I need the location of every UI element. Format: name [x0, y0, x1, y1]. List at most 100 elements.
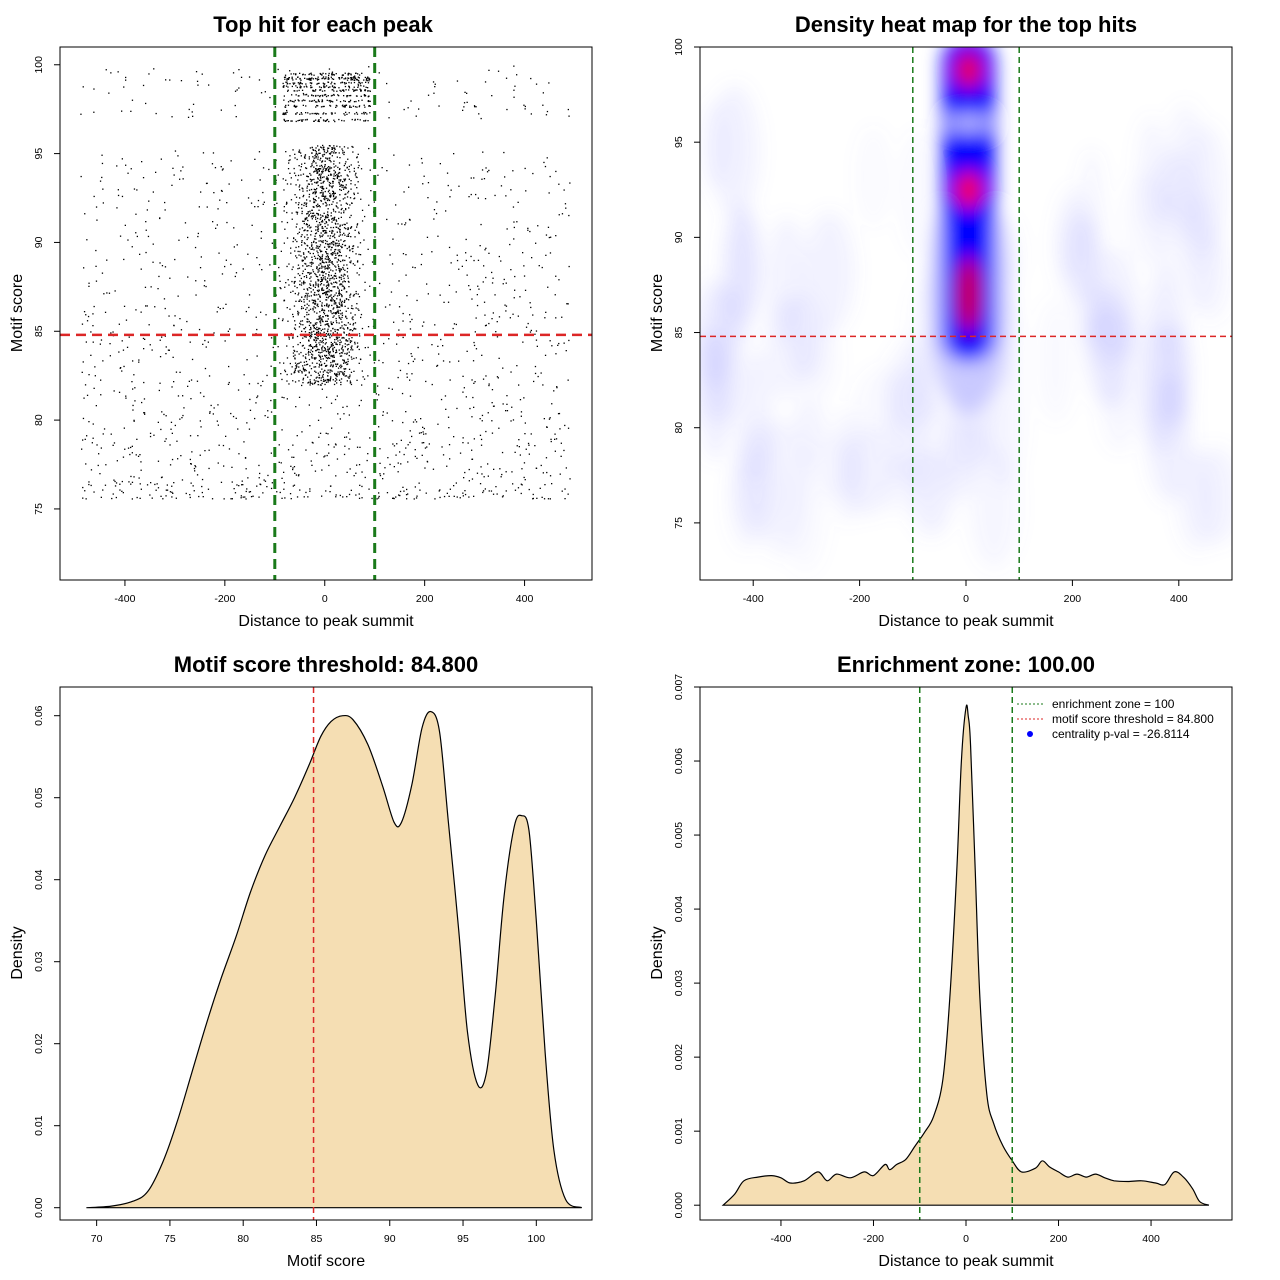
scatter-point [344, 269, 346, 271]
scatter-point [320, 277, 322, 279]
scatter-point [369, 285, 371, 287]
scatter-point [346, 174, 348, 176]
scatter-point [339, 352, 341, 355]
scatter-point [484, 488, 486, 490]
scatter-point [453, 485, 455, 487]
scatter-point [344, 163, 346, 165]
scatter-point [323, 146, 325, 149]
scatter-point [389, 463, 391, 466]
scatter-point [409, 395, 412, 397]
scatter-point [87, 315, 90, 318]
scatter-point [542, 92, 544, 94]
scatter-point [364, 106, 366, 108]
scatter-point [315, 204, 318, 207]
scatter-point [512, 170, 514, 172]
scatter-point [323, 86, 325, 89]
scatter-point [301, 244, 303, 246]
scatter-point [492, 493, 495, 495]
scatter-point [301, 260, 303, 262]
scatter-point [325, 320, 327, 322]
scatter-point [299, 82, 301, 84]
scatter-point [310, 230, 313, 232]
scatter-point [369, 105, 371, 107]
scatter-point [475, 193, 477, 196]
scatter-point [320, 177, 322, 179]
scatter-point [564, 488, 566, 490]
scatter-point [186, 320, 188, 323]
scatter-point [367, 326, 370, 328]
scatter-point [327, 378, 329, 381]
scatter-point [344, 352, 346, 355]
scatter-point [321, 219, 324, 222]
scatter-point [288, 284, 290, 286]
scatter-point [347, 227, 349, 229]
scatter-point [313, 338, 315, 341]
scatter-point [425, 433, 427, 435]
scatter-point [302, 344, 304, 347]
scatter-point [322, 373, 324, 376]
scatter-point [487, 463, 489, 465]
scatter-point [312, 302, 314, 304]
scatter-point [316, 250, 318, 252]
scatter-point [301, 212, 303, 215]
scatter-point [319, 295, 321, 297]
scatter-point [301, 207, 303, 209]
scatter-point [298, 95, 300, 97]
scatter-point [342, 327, 344, 329]
scatter-point [498, 316, 501, 318]
scatter-point [439, 496, 441, 499]
scatter-point [360, 90, 362, 92]
scatter-point [321, 235, 323, 238]
scatter-point [321, 270, 324, 272]
scatter-point [143, 398, 146, 400]
scatter-point [366, 113, 368, 115]
scatter-point [422, 431, 424, 433]
scatter-point [208, 449, 210, 451]
scatter-point [335, 312, 337, 314]
scatter-point [280, 373, 282, 375]
scatter-point [123, 365, 125, 368]
scatter-point [174, 424, 176, 427]
scatter-point [338, 242, 340, 245]
scatter-point [308, 79, 310, 81]
scatter-point [335, 320, 337, 322]
scatter-point [303, 288, 305, 290]
scatter-point [350, 307, 353, 309]
scatter-point [386, 492, 389, 494]
scatter-point [563, 449, 565, 452]
scatter-point [303, 370, 306, 372]
scatter-point [331, 74, 333, 76]
scatter-point [333, 235, 335, 237]
scatter-point [316, 346, 318, 348]
scatter-point [346, 79, 349, 81]
scatter-point [248, 294, 251, 296]
scatter-point [350, 180, 352, 182]
scatter-point [119, 489, 121, 491]
scatter-point [320, 232, 322, 234]
scatter-point [323, 105, 325, 108]
scatter-point [261, 269, 263, 271]
scatter-point [231, 481, 233, 483]
scatter-point [292, 444, 294, 446]
scatter-point [311, 163, 313, 165]
scatter-point [127, 239, 129, 241]
scatter-point [448, 495, 450, 497]
scatter-point [324, 354, 326, 357]
scatter-point [319, 315, 321, 317]
scatter-point [344, 178, 347, 180]
scatter-point [207, 488, 210, 490]
scatter-point [327, 297, 329, 299]
scatter-point [533, 380, 535, 383]
scatter-point [433, 218, 435, 220]
scatter-point [364, 90, 366, 92]
scatter-point [320, 223, 322, 226]
scatter-point [172, 356, 174, 358]
scatter-point [325, 256, 327, 258]
scatter-point [318, 148, 320, 151]
scatter-point [341, 303, 343, 305]
scatter-point [321, 255, 323, 258]
scatter-point [299, 78, 301, 80]
scatter-point [113, 479, 115, 481]
scatter-point [319, 218, 321, 220]
scatter-point [134, 387, 136, 389]
